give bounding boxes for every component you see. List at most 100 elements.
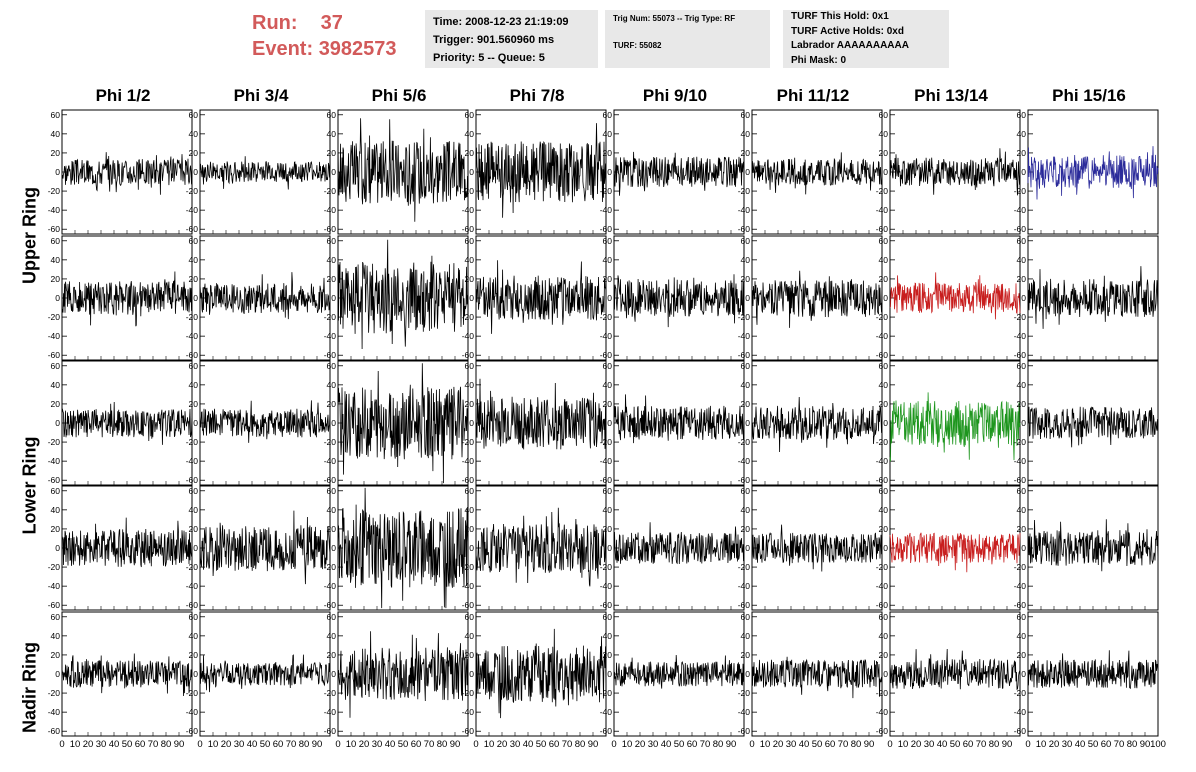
y-tick-label: 60 (189, 486, 199, 496)
y-tick-label: -40 (600, 331, 613, 341)
x-tick-label: 80 (713, 739, 724, 750)
y-tick-label: 0 (469, 543, 474, 553)
y-tick-label: -20 (1014, 437, 1027, 447)
y-tick-label: -60 (876, 475, 889, 485)
y-tick-label: -40 (324, 331, 337, 341)
x-tick-label: 90 (1002, 739, 1013, 750)
x-tick-label: 60 (1101, 739, 1112, 750)
y-tick-label: 0 (331, 293, 336, 303)
column-header-phi-13-14: Phi 13/14 (914, 86, 988, 105)
phi-mask-text: Phi Mask: 0 (791, 54, 847, 66)
y-tick-label: 40 (51, 505, 61, 515)
x-tick-label: 0 (197, 739, 202, 750)
x-tick-label: 60 (963, 739, 974, 750)
y-tick-label: -60 (324, 726, 337, 736)
waveform-trace (61, 517, 193, 568)
y-tick-label: 20 (51, 524, 61, 534)
y-tick-label: -20 (462, 562, 475, 572)
x-tick-label: 70 (700, 739, 711, 750)
y-tick-label: 40 (1017, 505, 1027, 515)
panel-r2-c6: -60 -40 -20 0 20 40 60 (876, 360, 1021, 486)
y-tick-label: -20 (1014, 688, 1027, 698)
x-tick-label: 50 (122, 739, 133, 750)
panel-r1-c4: -60 -40 -20 0 20 40 60 (600, 235, 745, 361)
y-tick-label: -20 (738, 688, 751, 698)
x-tick-label: 0 (473, 739, 478, 750)
y-tick-label: 40 (741, 129, 751, 139)
x-tick-label: 100 (1150, 739, 1166, 750)
x-tick-label: 50 (260, 739, 271, 750)
y-tick-label: -20 (462, 312, 475, 322)
y-tick-label: -60 (1014, 600, 1027, 610)
x-tick-label: 50 (398, 739, 409, 750)
x-tick-label: 10 (898, 739, 909, 750)
y-tick-label: 20 (189, 524, 199, 534)
y-tick-label: -20 (600, 437, 613, 447)
y-tick-label: -60 (876, 224, 889, 234)
trig-num-info: Trig Num: 55073 -- Trig Type: RF TURF: 5… (605, 10, 770, 68)
run-label: Run: (252, 12, 298, 34)
y-tick-label: 60 (327, 110, 337, 120)
x-tick-label: 70 (424, 739, 435, 750)
y-tick-label: -40 (876, 456, 889, 466)
y-tick-label: 60 (1017, 110, 1027, 120)
y-tick-label: 20 (879, 148, 889, 158)
y-tick-label: -60 (462, 726, 475, 736)
x-tick-label: 80 (299, 739, 310, 750)
x-tick-label: 20 (635, 739, 646, 750)
y-tick-label: 60 (879, 612, 889, 622)
y-tick-label: 40 (327, 255, 337, 265)
waveform-trace (1027, 266, 1159, 329)
waveform-trace (1027, 406, 1159, 448)
y-tick-label: -20 (48, 186, 61, 196)
waveform-trace (337, 118, 469, 222)
panel-r0-c4: -60 -40 -20 0 20 40 60 (600, 109, 745, 235)
y-tick-label: -20 (48, 688, 61, 698)
y-tick-label: 60 (603, 110, 613, 120)
panel-r1-c2: -60 -40 -20 0 20 40 60 (324, 235, 469, 361)
x-tick-label: 10 (346, 739, 357, 750)
x-tick-label: 50 (812, 739, 823, 750)
y-tick-label: 20 (1017, 148, 1027, 158)
y-tick-label: -40 (738, 581, 751, 591)
waveform-trace (613, 654, 745, 689)
y-tick-label: 60 (189, 612, 199, 622)
y-tick-label: 40 (51, 380, 61, 390)
y-tick-label: -40 (876, 707, 889, 717)
x-tick-label: 80 (1127, 739, 1138, 750)
y-tick-label: 0 (1021, 543, 1026, 553)
y-tick-label: 60 (465, 612, 475, 622)
panel-frame (1027, 360, 1159, 486)
y-tick-label: -20 (876, 562, 889, 572)
x-tick-label: 80 (851, 739, 862, 750)
panel-r3-c3: -60 -40 -20 0 20 40 60 (462, 485, 607, 611)
waveform-trace (889, 648, 1021, 691)
waveform-trace (337, 487, 469, 609)
panel-r2-c4: -60 -40 -20 0 20 40 60 (600, 360, 745, 486)
y-tick-label: -60 (738, 600, 751, 610)
y-tick-label: 20 (741, 524, 751, 534)
y-tick-label: 60 (51, 612, 61, 622)
y-tick-label: -20 (324, 688, 337, 698)
waveform-trace (61, 152, 193, 195)
y-tick-label: 40 (741, 631, 751, 641)
x-tick-label: 10 (622, 739, 633, 750)
y-tick-label: -20 (876, 437, 889, 447)
y-tick-label: -20 (738, 186, 751, 196)
y-tick-label: 40 (603, 505, 613, 515)
y-tick-label: 40 (465, 129, 475, 139)
x-tick-label: 70 (562, 739, 573, 750)
x-tick-label: 0 (59, 739, 64, 750)
y-tick-label: -60 (462, 224, 475, 234)
y-tick-label: -20 (186, 186, 199, 196)
x-tick-label: 20 (83, 739, 94, 750)
y-tick-label: 40 (603, 129, 613, 139)
waveform-trace (751, 396, 883, 453)
y-tick-label: -20 (600, 562, 613, 572)
y-tick-label: 40 (189, 380, 199, 390)
x-tick-label: 70 (148, 739, 159, 750)
y-tick-label: 40 (879, 505, 889, 515)
y-tick-label: -60 (738, 726, 751, 736)
y-tick-label: 20 (189, 148, 199, 158)
